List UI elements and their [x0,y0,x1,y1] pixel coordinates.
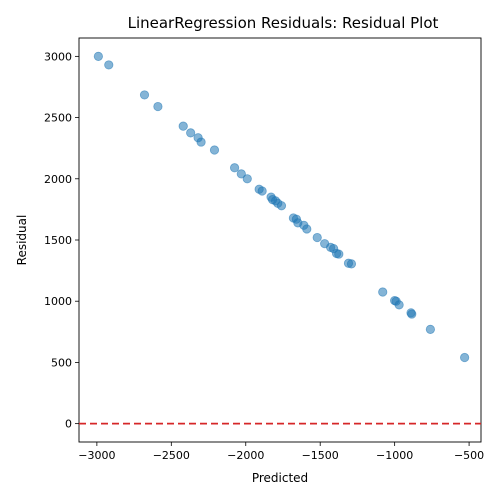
x-tick-label: −1000 [376,449,413,462]
points-layer [93,51,470,363]
data-point [425,324,435,334]
y-tick-label: 2500 [44,112,72,125]
y-tick-label: 500 [51,356,72,369]
data-point [236,169,246,179]
y-tick-label: 3000 [44,50,72,63]
data-point [196,137,206,147]
data-point [276,201,287,211]
x-axis: −3000 −2500 −2000 −1500 −1000 −500 [78,442,484,462]
data-point [302,224,312,234]
x-tick-label: −3000 [78,449,115,462]
x-tick-label: −500 [454,449,484,462]
x-tick-label: −2000 [227,449,264,462]
data-point [394,300,404,310]
data-point [229,163,240,173]
plot-area-frame [78,37,482,443]
y-tick-label: 0 [65,418,72,431]
y-axis: 0 500 1000 1500 2000 2500 3000 [44,50,79,431]
chart-title: LinearRegression Residuals: Residual Plo… [128,14,439,32]
x-tick-label: −1500 [302,449,339,462]
y-tick-label: 1500 [44,234,72,247]
y-tick-label: 1000 [44,295,72,308]
data-point [407,309,417,319]
data-point [378,287,388,297]
data-point [346,259,357,269]
data-point [93,51,103,61]
y-tick-label: 2000 [44,173,72,186]
y-axis-label: Residual [15,215,29,266]
data-point [312,232,322,243]
data-point [209,145,220,155]
data-point [104,60,114,70]
data-point [460,352,470,363]
data-point [257,186,267,196]
data-point [139,90,150,100]
data-point [186,128,196,138]
x-axis-label: Predicted [252,471,308,485]
data-point [153,101,163,112]
x-tick-label: −2500 [153,449,190,462]
data-point [178,121,188,131]
data-point [334,249,344,259]
data-point [242,174,252,184]
